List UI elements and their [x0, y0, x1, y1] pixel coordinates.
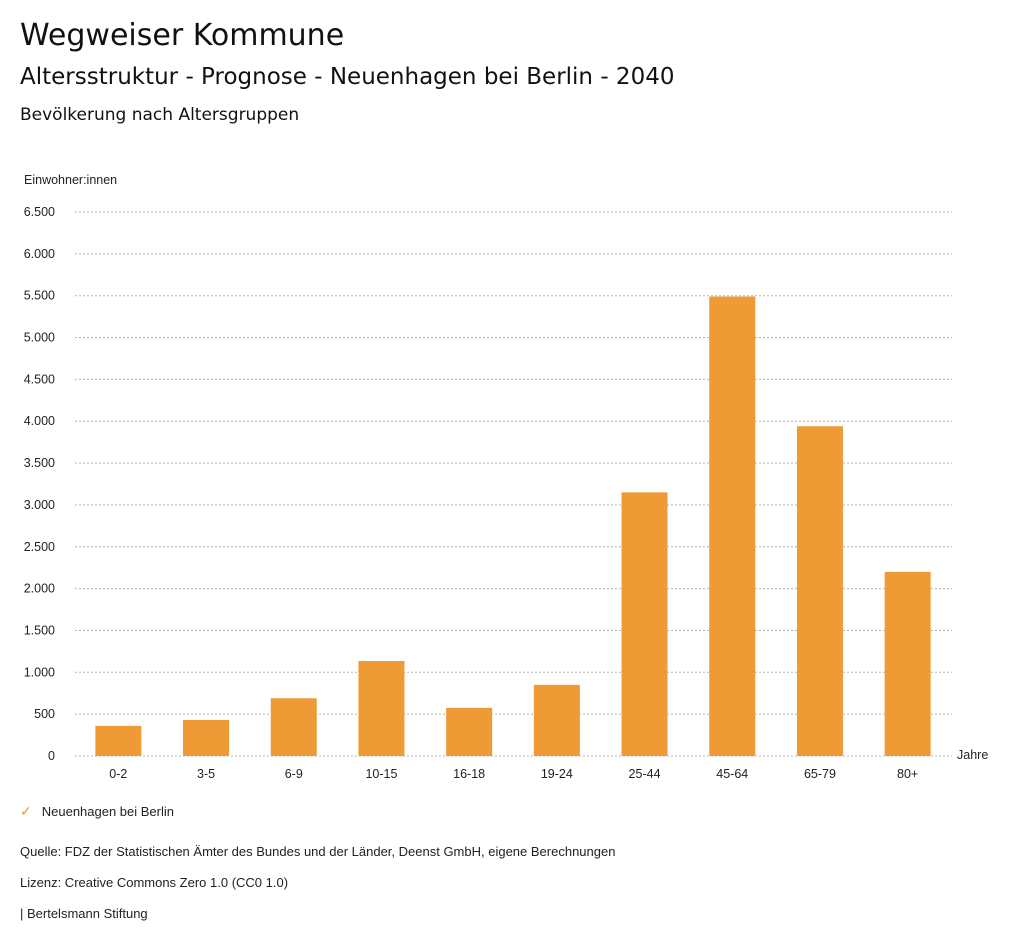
- x-tick-label: 6-9: [285, 767, 303, 781]
- x-tick-label: 25-44: [629, 767, 661, 781]
- y-tick-label: 6.000: [24, 247, 55, 261]
- y-tick-label: 1.000: [24, 665, 55, 679]
- x-tick-label: 65-79: [804, 767, 836, 781]
- source-text: Quelle: FDZ der Statistischen Ämter des …: [20, 844, 615, 859]
- y-tick-label: 6.500: [24, 205, 55, 219]
- bar: [885, 572, 931, 756]
- x-tick-label: 10-15: [365, 767, 397, 781]
- brand-text: | Bertelsmann Stiftung: [20, 906, 148, 921]
- bar: [797, 426, 843, 756]
- y-tick-label: 5.000: [24, 331, 55, 345]
- x-tick-label: 45-64: [716, 767, 748, 781]
- legend-label: Neuenhagen bei Berlin: [42, 804, 174, 819]
- x-tick-label: 19-24: [541, 767, 573, 781]
- y-tick-label: 2.500: [24, 540, 55, 554]
- bar: [183, 720, 229, 756]
- bar: [446, 708, 492, 756]
- y-tick-label: 3.000: [24, 498, 55, 512]
- x-tick-label: 3-5: [197, 767, 215, 781]
- y-axis-label: Einwohner:innen: [24, 173, 117, 187]
- bar: [709, 297, 755, 756]
- y-tick-label: 3.500: [24, 456, 55, 470]
- x-tick-label: 16-18: [453, 767, 485, 781]
- legend-item[interactable]: ✓ Neuenhagen bei Berlin: [20, 803, 174, 820]
- page: Wegweiser Kommune Altersstruktur - Progn…: [0, 0, 1024, 946]
- check-icon: ✓: [20, 803, 32, 820]
- license-text: Lizenz: Creative Commons Zero 1.0 (CC0 1…: [20, 875, 288, 890]
- bar: [358, 661, 404, 756]
- bar: [95, 726, 141, 756]
- x-tick-label: 0-2: [109, 767, 127, 781]
- y-tick-label: 500: [34, 707, 55, 721]
- y-tick-label: 2.000: [24, 582, 55, 596]
- y-tick-label: 1.500: [24, 623, 55, 637]
- x-axis-label: Jahre: [957, 748, 988, 762]
- x-tick-label: 80+: [897, 767, 918, 781]
- bar: [534, 685, 580, 756]
- bar: [622, 492, 668, 756]
- y-tick-label: 4.000: [24, 414, 55, 428]
- bar: [271, 698, 317, 756]
- y-tick-label: 5.500: [24, 289, 55, 303]
- y-tick-label: 4.500: [24, 372, 55, 386]
- y-tick-label: 0: [48, 749, 55, 763]
- bar-chart: Einwohner:innen Jahre 0 500 1.000 1.500 2.00…: [0, 0, 1024, 800]
